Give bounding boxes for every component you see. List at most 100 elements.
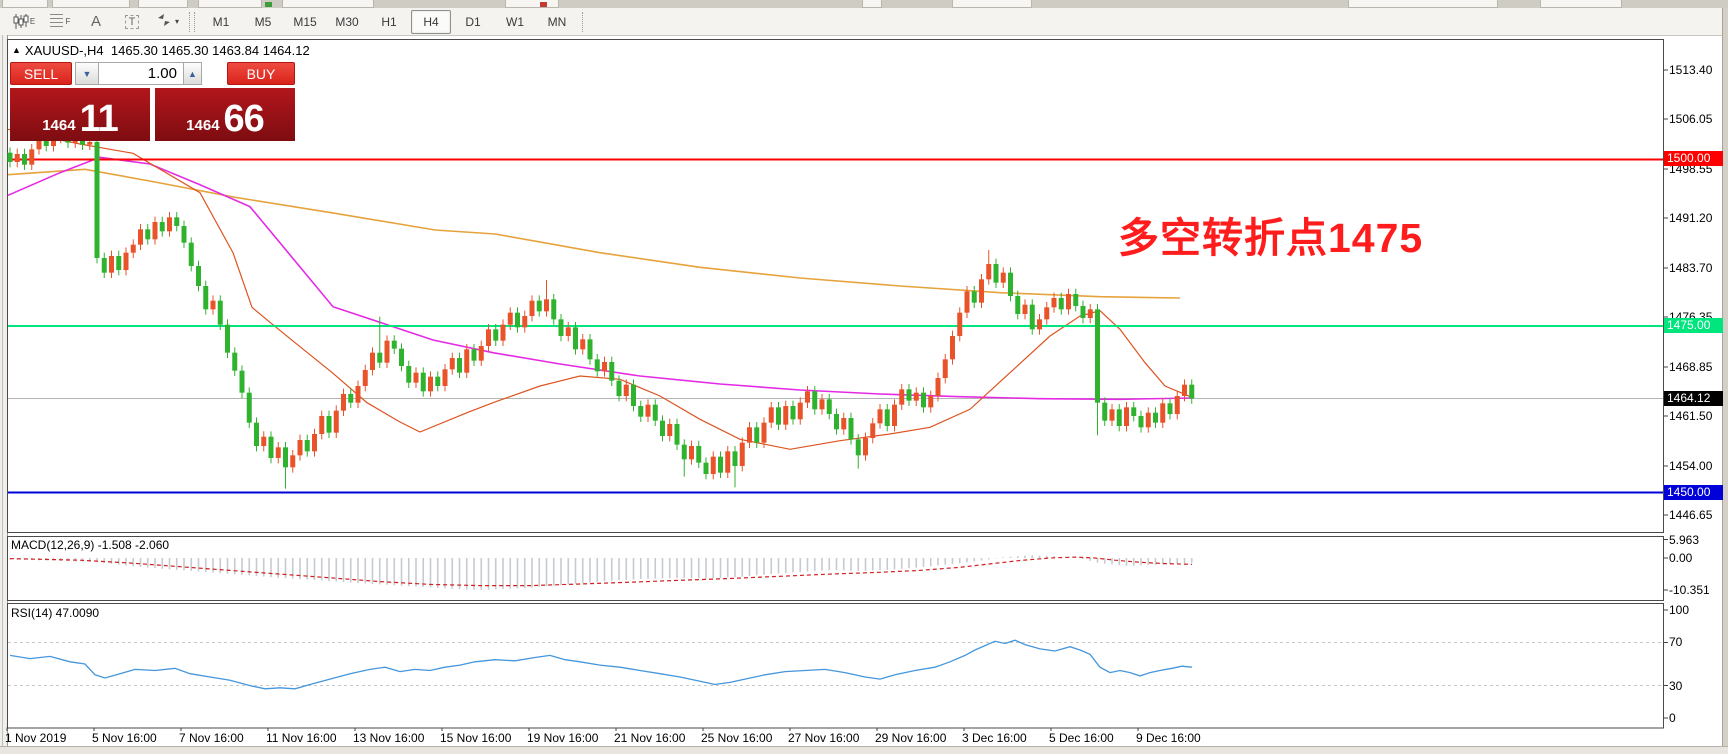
candle-body	[109, 256, 114, 273]
candle-body	[457, 358, 462, 373]
time-axis-label: 15 Nov 16:00	[440, 731, 512, 745]
candle-body	[725, 451, 731, 473]
candle-body	[1102, 402, 1108, 421]
candle-body	[464, 349, 470, 373]
candle-body	[776, 407, 781, 425]
timeframe-m30[interactable]: M30	[335, 14, 359, 29]
candle-body	[1138, 416, 1144, 428]
candle-body	[406, 366, 412, 383]
timeframe-m15[interactable]: M15	[293, 14, 317, 29]
toolbar-separator	[582, 11, 588, 32]
buy-price-display[interactable]: 1464 66	[155, 88, 295, 141]
macd-label: MACD(12,26,9) -1.508 -2.060	[11, 538, 170, 552]
candle-body	[696, 446, 702, 463]
collapse-arrow-icon[interactable]: ▲	[12, 45, 21, 55]
ohlc-values: 1465.30 1465.30 1463.84 1464.12	[110, 43, 310, 58]
candle-body	[609, 362, 615, 381]
candle-body	[935, 378, 941, 396]
candle-body	[616, 380, 622, 396]
candle-body	[399, 348, 404, 366]
text-tool-icon[interactable]: A	[90, 13, 101, 30]
macd-pane[interactable]	[7, 536, 1664, 601]
candle-body	[116, 256, 122, 270]
icon-sub-label: E	[29, 17, 36, 26]
candle-body	[36, 140, 42, 150]
candle-body	[43, 140, 49, 146]
candle-body	[174, 217, 180, 226]
timeframe-w1[interactable]: W1	[506, 14, 524, 29]
candle-body	[1131, 407, 1137, 416]
candle-body	[254, 422, 259, 446]
candle-body	[942, 359, 948, 378]
grid-icon[interactable]: F	[43, 10, 77, 34]
candle-body	[341, 394, 346, 411]
candle-body	[1015, 296, 1021, 314]
candle-body	[159, 222, 165, 232]
candle-body	[1022, 304, 1028, 314]
volume-decrease-button[interactable]: ▼	[75, 62, 99, 85]
volume-increase-button[interactable]: ▲	[183, 62, 202, 85]
candle-body	[790, 406, 796, 420]
dropdown-caret-icon: ▾	[174, 17, 179, 26]
toolbar-grip[interactable]	[189, 11, 195, 32]
candle-body	[1095, 309, 1100, 403]
timeframe-m1[interactable]: M1	[212, 14, 230, 29]
text-label-tool-icon[interactable]: T	[115, 10, 149, 34]
candle-body	[739, 442, 745, 466]
timeframe-h1[interactable]: H1	[381, 14, 397, 29]
candle-body	[558, 319, 564, 336]
timeframe-h4[interactable]: H4	[411, 9, 451, 34]
sell-price-display[interactable]: 1464 11	[10, 88, 150, 141]
price-axis-label: 1506.05	[1669, 112, 1713, 126]
candle-body	[1153, 412, 1158, 423]
price-badge-1464.12: 1464.12	[1664, 390, 1723, 406]
timeframe-m5[interactable]: M5	[254, 14, 272, 29]
candle-body	[689, 446, 694, 460]
candle-body	[319, 416, 325, 434]
rsi-axis-label: 30	[1669, 678, 1683, 693]
volume-input[interactable]	[98, 62, 184, 85]
candle-body	[188, 242, 194, 266]
candle-body	[362, 370, 368, 386]
candle-body	[515, 312, 520, 328]
timeframe-mn[interactable]: MN	[547, 14, 567, 29]
candle-body	[493, 329, 499, 341]
candle-body	[51, 138, 56, 146]
grid-glyph	[49, 13, 65, 30]
candle-body	[812, 391, 818, 410]
timeframe-d1[interactable]: D1	[465, 14, 481, 29]
sell-price-main: 1464	[42, 117, 76, 134]
candle-body	[573, 327, 578, 350]
rsi-line	[9, 639, 1193, 690]
sell-button[interactable]: SELL	[10, 62, 72, 85]
candle-body	[623, 384, 629, 396]
candle-body	[210, 300, 216, 310]
candle-body	[870, 423, 876, 438]
candle-body	[261, 436, 267, 446]
candle-body	[1008, 272, 1013, 296]
candle-body	[979, 279, 984, 303]
candle-body	[1000, 272, 1006, 283]
candle-body	[123, 252, 129, 270]
candle-body	[348, 394, 354, 403]
candle-body	[877, 409, 883, 424]
time-axis-label: 3 Dec 16:00	[962, 731, 1027, 745]
time-axis-label: 21 Nov 16:00	[614, 731, 686, 745]
sell-price-pips: 11	[79, 98, 119, 140]
candle-body	[1080, 306, 1086, 318]
candle-body	[413, 372, 419, 383]
candle-body	[522, 316, 528, 328]
candle-body	[355, 386, 361, 403]
rsi-pane[interactable]	[7, 603, 1664, 729]
candle-body	[536, 300, 542, 312]
time-axis-label: 25 Nov 16:00	[701, 731, 773, 745]
candle-chart-icon[interactable]: E	[7, 10, 41, 34]
candle-body	[1189, 384, 1195, 399]
candle-body	[145, 229, 151, 240]
price-axis-label: 1446.65	[1669, 508, 1713, 522]
buy-button[interactable]: BUY	[227, 62, 295, 85]
candle-body	[863, 438, 868, 456]
candle-body	[384, 340, 390, 363]
cursor-tools-icon[interactable]: ▾	[151, 10, 185, 34]
candle-body	[196, 266, 201, 286]
